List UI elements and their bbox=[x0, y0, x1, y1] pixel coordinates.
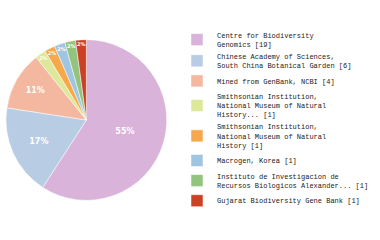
svg-text:Centre for BiodiversityGenomic: Centre for BiodiversityGenomics [19] bbox=[217, 32, 314, 49]
svg-text:Instituto de Investigacion deR: Instituto de Investigacion deRecursos Bi… bbox=[217, 173, 368, 190]
svg-text:Smithsonian Institution,Nation: Smithsonian Institution,National Museum … bbox=[217, 123, 326, 149]
svg-text:11%: 11% bbox=[26, 86, 45, 95]
svg-text:Gujarat Biodiversity Gene Bank: Gujarat Biodiversity Gene Bank [1] bbox=[217, 197, 360, 205]
svg-text:Smithsonian Institution,Nation: Smithsonian Institution,National Museum … bbox=[217, 93, 326, 119]
svg-text:2%: 2% bbox=[57, 46, 65, 52]
svg-text:2%: 2% bbox=[77, 41, 85, 47]
svg-text:17%: 17% bbox=[29, 137, 48, 146]
svg-text:2%: 2% bbox=[48, 50, 56, 56]
svg-text:Macrogen, Korea [1]: Macrogen, Korea [1] bbox=[217, 157, 297, 165]
svg-text:Chinese Academy of Sciences,So: Chinese Academy of Sciences,South China … bbox=[217, 53, 351, 70]
svg-text:2%: 2% bbox=[39, 55, 47, 61]
svg-text:2%: 2% bbox=[67, 43, 75, 49]
svg-text:55%: 55% bbox=[115, 127, 134, 136]
svg-text:Mined from GenBank, NCBI [4]: Mined from GenBank, NCBI [4] bbox=[217, 78, 335, 86]
